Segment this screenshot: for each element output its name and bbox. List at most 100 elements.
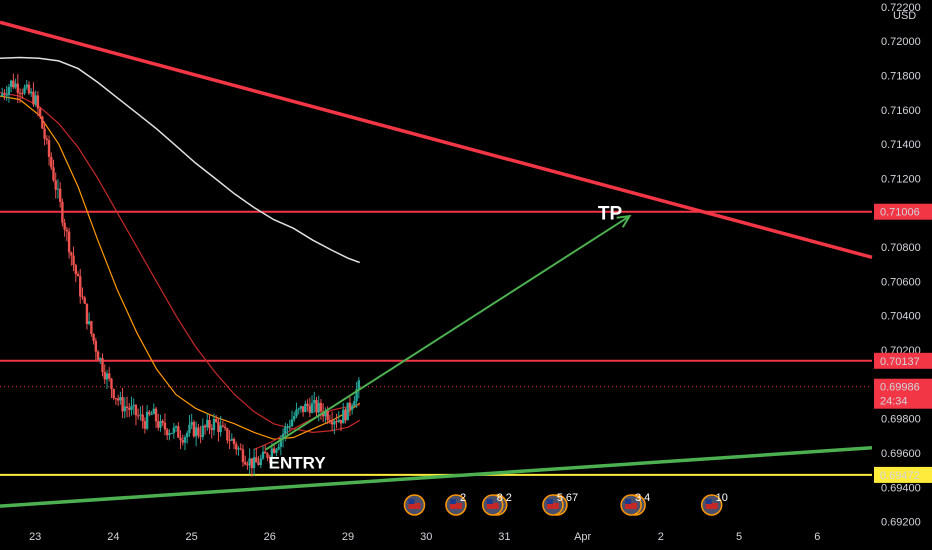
candle-body	[248, 458, 251, 466]
candle-body	[232, 438, 236, 445]
event-badge[interactable]: 2	[445, 492, 467, 516]
candle-body	[47, 140, 51, 157]
candle-body	[34, 95, 37, 105]
event-badge[interactable]: 10	[700, 492, 728, 516]
candle-body	[284, 426, 287, 434]
candle-body	[83, 297, 86, 304]
flag-stripe	[486, 503, 499, 509]
currency-label: USD	[893, 10, 916, 22]
x-tick-label: 31	[498, 531, 510, 543]
y-tick-label: 0.70600	[881, 276, 921, 288]
candle-body	[264, 451, 267, 454]
candle-body	[203, 425, 207, 428]
y-tick-label: 0.69400	[881, 482, 921, 494]
moving-averages	[0, 56, 361, 451]
candle-body	[5, 94, 8, 96]
candle-body	[14, 83, 17, 88]
event-badges[interactable]: 2 8 2 5 67 3 4 10	[403, 492, 728, 516]
candle-body	[114, 398, 118, 400]
y-tick-label: 0.69800	[881, 414, 921, 426]
candle-body	[194, 427, 198, 437]
projection-arrow	[265, 214, 632, 451]
event-badge-count: 5	[557, 492, 563, 504]
flag-stripe	[705, 503, 718, 509]
candle-body	[52, 167, 55, 181]
x-tick-label: Apr	[574, 531, 591, 543]
candle-body	[32, 91, 35, 105]
candle-body	[134, 404, 138, 416]
candle-body	[67, 231, 71, 253]
trendlines	[0, 20, 873, 508]
event-badge-count: 8	[497, 492, 503, 504]
candle-body	[192, 422, 196, 437]
y-tick-label: 0.71600	[881, 105, 921, 117]
candle-body	[223, 426, 227, 429]
candle-body	[288, 426, 291, 428]
candle-body	[337, 419, 340, 422]
y-tick-label: 0.70400	[881, 311, 921, 323]
candle-body	[319, 402, 323, 412]
event-badge-count: 2	[506, 492, 512, 504]
candle-body	[152, 408, 155, 415]
candle-body	[76, 273, 80, 277]
candle-body	[159, 420, 162, 428]
candle-body	[199, 435, 202, 437]
candle-body	[177, 426, 180, 438]
y-tick-label: 0.70800	[881, 242, 921, 254]
candle-body	[261, 451, 265, 459]
price-level-tag	[874, 352, 932, 369]
candle-body	[65, 229, 69, 232]
x-tick-label: 30	[420, 531, 432, 543]
candle-body	[56, 188, 60, 190]
y-tick-label: 0.71400	[881, 139, 921, 151]
candle-body	[116, 398, 120, 401]
candle-body	[350, 405, 354, 410]
candle-body	[259, 458, 262, 466]
candle-body	[154, 408, 158, 422]
candle-body	[357, 380, 361, 390]
y-axis[interactable]: USD 0.72200 0.72000 0.71800 0.71600 0.71400 0…	[874, 2, 932, 529]
candle-body	[228, 440, 231, 442]
candle-body	[99, 358, 102, 360]
flag-canton	[449, 499, 456, 504]
x-tick-label: 5	[736, 531, 742, 543]
candle-body	[161, 420, 164, 423]
candle-body	[306, 403, 309, 406]
candle-body	[313, 400, 316, 404]
candle-body	[141, 414, 144, 422]
flag-canton	[408, 499, 415, 504]
projection-arrowhead	[616, 214, 632, 228]
candle-body	[27, 84, 31, 94]
x-axis[interactable]: 23 24 25 26 29 30 31 Apr 2 5 6	[29, 531, 820, 543]
candle-body	[353, 400, 356, 406]
candle-body	[230, 438, 234, 441]
candle-body	[101, 358, 104, 373]
candle-body	[301, 406, 305, 413]
candle-body	[355, 389, 358, 401]
event-badge[interactable]: 5 67	[542, 492, 578, 516]
current-price-tag	[874, 378, 932, 409]
candle-body	[344, 409, 347, 421]
candle-body	[188, 424, 191, 433]
price-level-tag-text: 0.71006	[880, 207, 920, 219]
event-badge[interactable]	[403, 494, 426, 516]
x-tick-label: 2	[658, 531, 664, 543]
candle-body	[119, 397, 122, 401]
price-levels	[0, 210, 872, 476]
candle-body	[206, 420, 209, 428]
candle-body	[58, 188, 62, 202]
flag-stripe	[625, 503, 638, 509]
candle-body	[170, 433, 173, 435]
event-badge-count: 10	[716, 492, 728, 504]
ma-long-line	[0, 56, 360, 264]
candle-body	[18, 92, 22, 94]
x-tick-label: 29	[342, 531, 354, 543]
candle-body	[286, 426, 289, 428]
current-price-text: 0.69986	[880, 382, 920, 394]
candle-body	[79, 276, 82, 297]
price-level-tag-text: 0.70137	[880, 356, 920, 368]
candle-body	[108, 373, 111, 379]
